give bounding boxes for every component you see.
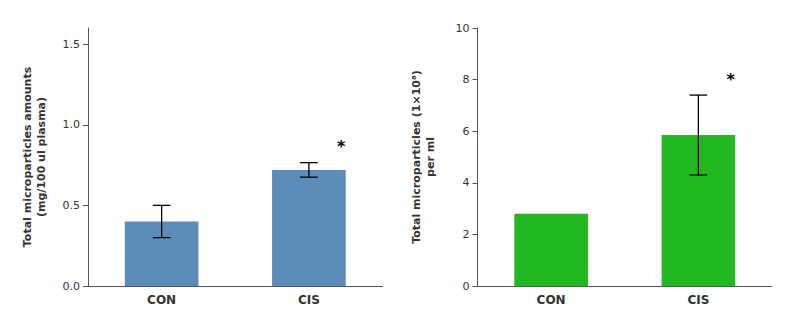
svg-text:CIS: CIS <box>687 293 709 307</box>
svg-text:1.0: 1.0 <box>63 118 81 131</box>
svg-text:*: * <box>337 137 346 156</box>
svg-text:6: 6 <box>463 125 470 138</box>
svg-text:10: 10 <box>456 22 470 35</box>
svg-text:0: 0 <box>463 280 470 293</box>
svg-text:0.5: 0.5 <box>63 199 81 212</box>
svg-text:CIS: CIS <box>298 293 320 307</box>
svg-text:*: * <box>727 70 736 89</box>
svg-text:(mg/100 ul plasma): (mg/100 ul plasma) <box>35 97 48 217</box>
svg-text:2: 2 <box>463 228 470 241</box>
svg-text:1.5: 1.5 <box>63 38 81 51</box>
svg-text:Total microparticles amounts: Total microparticles amounts <box>21 66 34 247</box>
svg-text:4: 4 <box>463 176 470 189</box>
svg-text:CON: CON <box>537 293 566 307</box>
svg-text:0.0: 0.0 <box>63 280 81 293</box>
svg-text:Total microparticles (1×10⁸): Total microparticles (1×10⁸) <box>410 70 423 244</box>
svg-text:8: 8 <box>463 73 470 86</box>
svg-text:CON: CON <box>147 293 176 307</box>
svg-text:per ml: per ml <box>424 137 437 177</box>
